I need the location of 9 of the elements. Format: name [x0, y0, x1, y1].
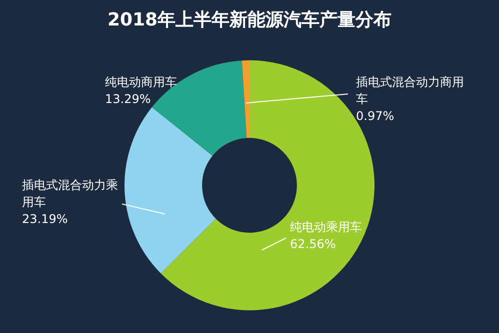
data-label: 13.29% [105, 92, 151, 106]
chart-title: 2018年上半年新能源汽车产量分布 [107, 9, 392, 30]
slice-label: 纯电动商用车 [105, 75, 177, 90]
slice-label: 纯电动乘用车 [290, 220, 362, 234]
data-label: 23.19% [22, 212, 68, 226]
slice-label: 插电式混合动力乘用车 [22, 178, 118, 210]
slice-label: 插电式混合动力商用车 [356, 75, 464, 106]
data-label: 0.97% [356, 109, 394, 124]
data-label: 62.56% [290, 237, 336, 252]
